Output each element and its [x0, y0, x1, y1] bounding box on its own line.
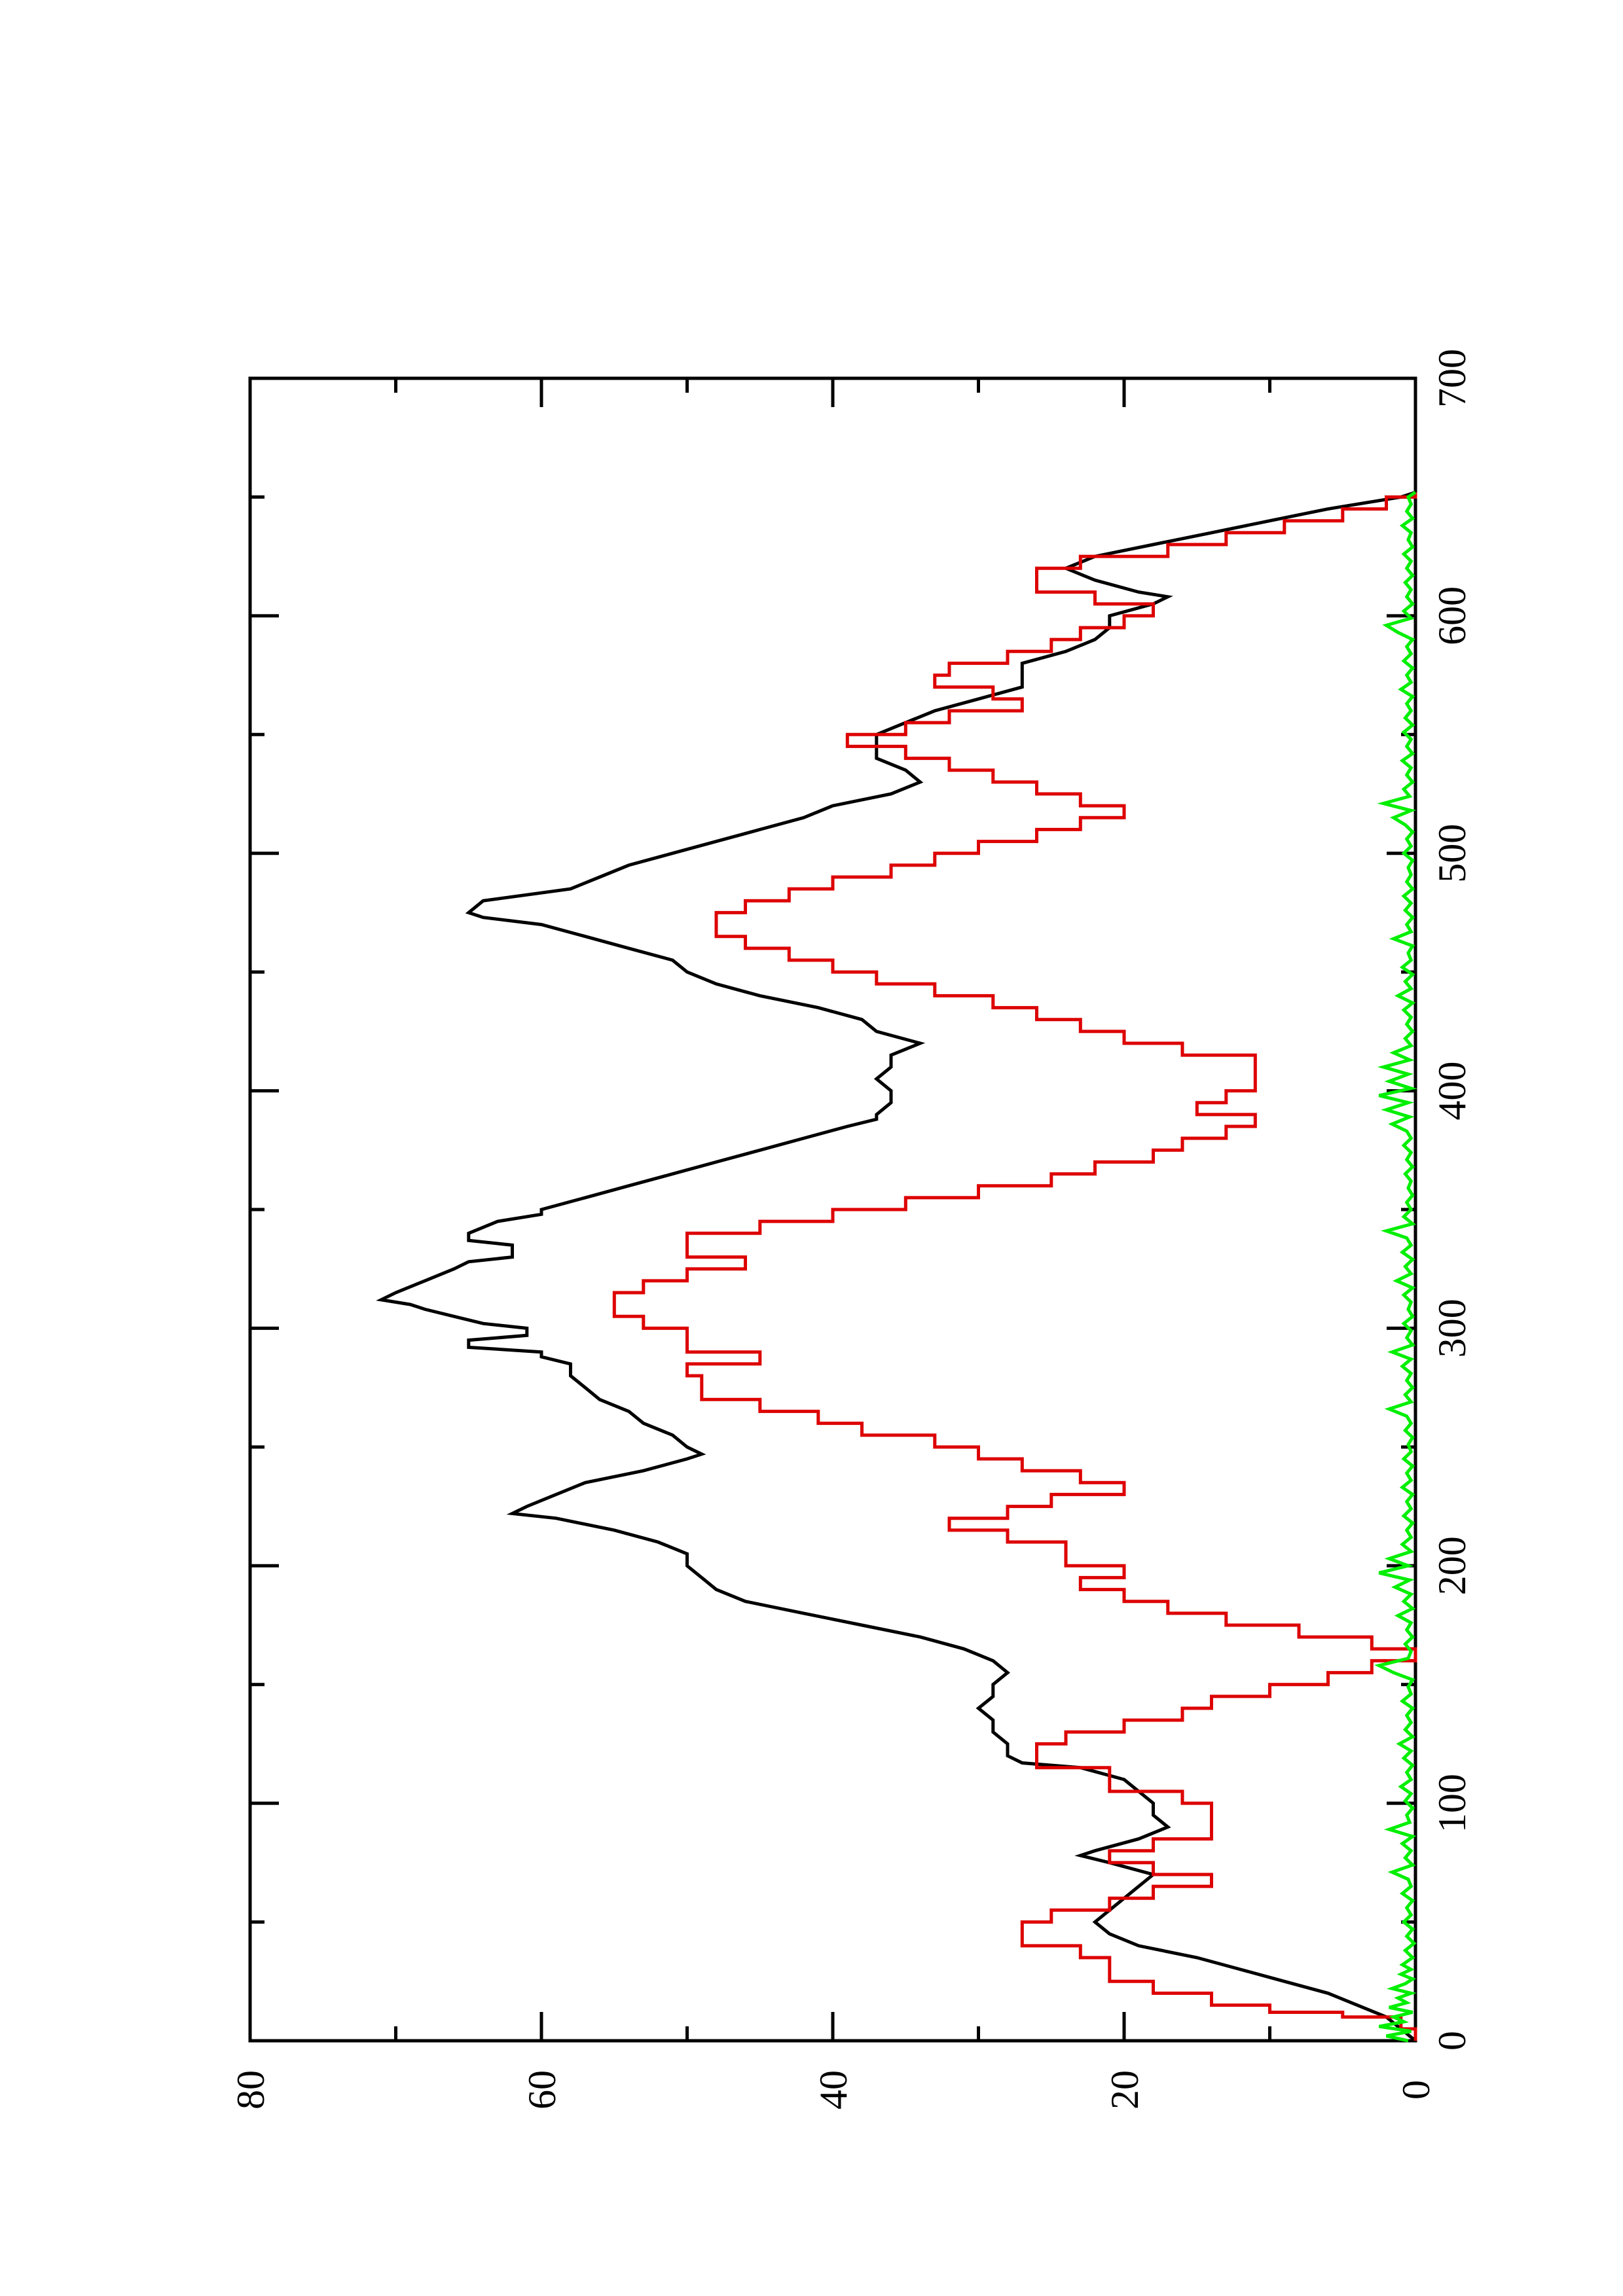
series-line-3 [1374, 491, 1417, 2043]
axis-tick-labels: 0 100 200 300 400 500 600 700 0 20 40 60 80 [229, 349, 1474, 2109]
y-tick-label: 20 [1103, 2070, 1146, 2109]
series-group [376, 490, 1417, 2043]
x-tick-label: 700 [1431, 349, 1474, 408]
x-tick-label: 300 [1431, 1299, 1474, 1357]
x-tick-label: 100 [1431, 1774, 1474, 1833]
y-tick-label: 0 [1395, 2080, 1438, 2100]
x-tick-label: 0 [1431, 2031, 1474, 2051]
series-line-1 [376, 490, 1417, 2042]
x-tick-label: 200 [1431, 1536, 1474, 1595]
x-tick-label: 500 [1431, 824, 1474, 883]
series-line-2 [612, 492, 1417, 2041]
x-tick-label: 600 [1431, 586, 1474, 645]
y-tick-label: 60 [520, 2070, 564, 2109]
y-tick-label: 80 [229, 2070, 272, 2109]
x-tick-label: 400 [1431, 1062, 1474, 1121]
y-tick-label: 40 [812, 2070, 855, 2109]
